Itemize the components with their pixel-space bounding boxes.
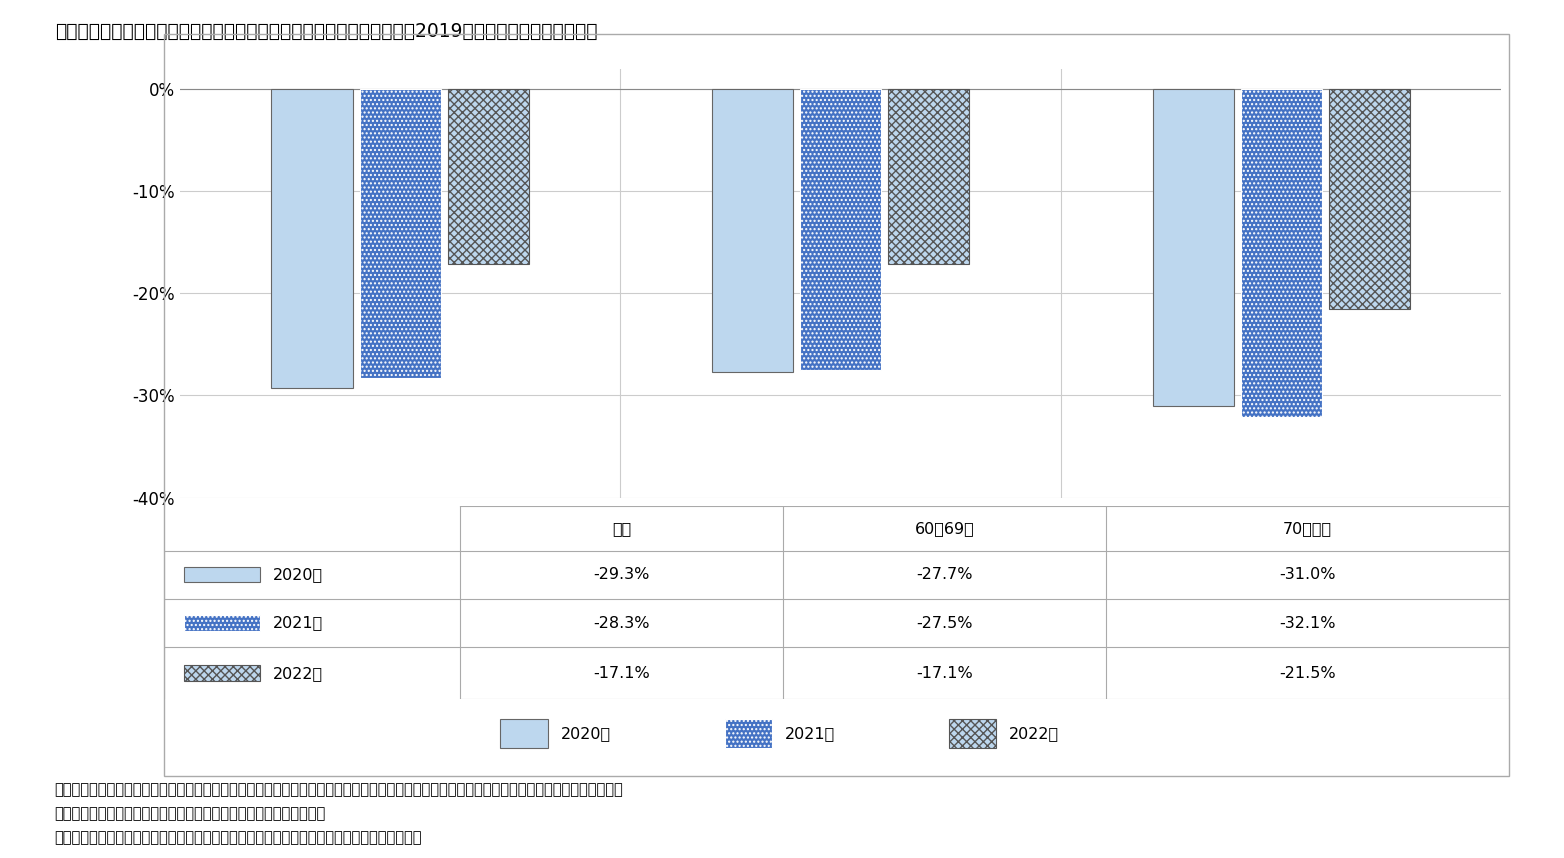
Bar [447, 89, 529, 263]
Bar [724, 719, 771, 747]
Bar [500, 719, 547, 747]
Text: ネット接続料を除く）「理美容サービス」「介護サービス」の合計。: ネット接続料を除く）「理美容サービス」「介護サービス」の合計。 [55, 807, 325, 821]
Bar [1240, 89, 1322, 417]
Text: 2020年: 2020年 [561, 726, 612, 740]
Bar [801, 89, 881, 370]
Text: -27.5%: -27.5% [917, 615, 973, 631]
Text: 2022年: 2022年 [1009, 726, 1059, 740]
Bar [1153, 89, 1234, 406]
Text: 2020年: 2020年 [274, 567, 324, 583]
Bar [185, 567, 260, 583]
Text: -17.1%: -17.1% [593, 666, 651, 680]
Text: -29.3%: -29.3% [593, 567, 649, 583]
Text: 60〜69歳: 60〜69歳 [915, 521, 974, 536]
Bar [888, 89, 970, 263]
Bar [185, 615, 260, 631]
Text: （資料）総務省「家計調査」（二人以上世帯、全世帯）、「消費者物価指数」より筆者作成: （資料）総務省「家計調査」（二人以上世帯、全世帯）、「消費者物価指数」より筆者作… [55, 831, 422, 845]
Text: 70歳以上: 70歳以上 [1282, 521, 1333, 536]
Text: -32.1%: -32.1% [1279, 615, 1336, 631]
Text: 2022年: 2022年 [274, 666, 324, 680]
Text: -31.0%: -31.0% [1279, 567, 1336, 583]
Bar [185, 666, 260, 681]
Text: （備考）対面型サービス消費支出は「一般外食」「家事サービス」「保健医療サービス」「交通」「教養娯楽サービス」（放送受信料とインター: （備考）対面型サービス消費支出は「一般外食」「家事サービス」「保健医療サービス」… [55, 782, 624, 797]
Text: 平均: 平均 [612, 521, 632, 536]
Text: -21.5%: -21.5% [1279, 666, 1336, 680]
Text: -28.3%: -28.3% [593, 615, 649, 631]
Bar [949, 719, 996, 747]
Text: 2021年: 2021年 [274, 615, 324, 631]
Bar [712, 89, 793, 372]
Bar [272, 89, 352, 389]
Text: 図表２　世帯主の年齢階級別にみた対面型サービス消費額のコロナ前（2019年）からの変化率（実質）: 図表２ 世帯主の年齢階級別にみた対面型サービス消費額のコロナ前（2019年）から… [55, 21, 597, 40]
Bar [360, 89, 441, 378]
Text: -27.7%: -27.7% [917, 567, 973, 583]
Text: -17.1%: -17.1% [917, 666, 973, 680]
Bar [1329, 89, 1409, 309]
Text: 2021年: 2021年 [785, 726, 835, 740]
